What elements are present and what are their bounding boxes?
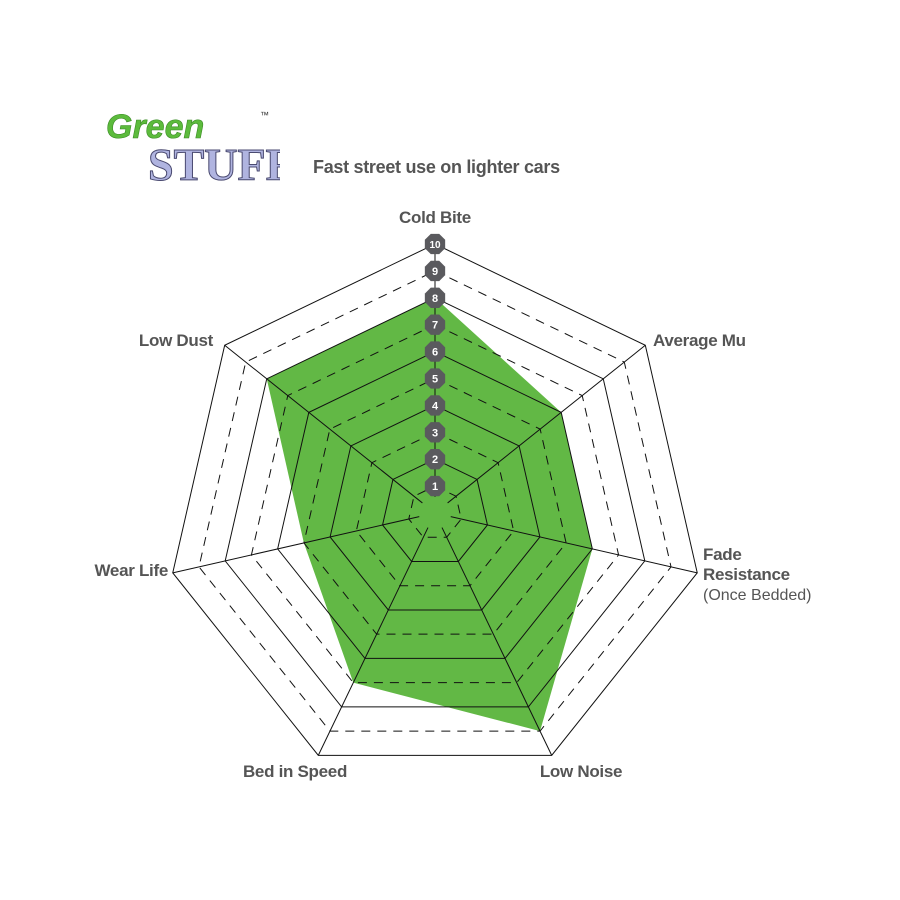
grid-ring-5 xyxy=(303,377,567,635)
axis-label: Fade xyxy=(703,545,741,564)
svg-text:™: ™ xyxy=(260,110,269,120)
tick-label: 9 xyxy=(432,266,438,278)
grid-ring-10 xyxy=(172,243,698,756)
tick-marker xyxy=(424,475,446,497)
grid-ring-4 xyxy=(329,404,541,611)
axis-spoke xyxy=(317,527,429,756)
svg-text:STUFF: STUFF xyxy=(148,139,280,190)
tick-marker xyxy=(424,233,446,255)
tick-label: 1 xyxy=(432,481,438,493)
tick-marker xyxy=(424,449,446,470)
axis-label: Bed in Speed xyxy=(243,762,347,781)
grid-ring-3 xyxy=(355,431,515,587)
axis-label: Average Mu xyxy=(653,331,746,350)
tick-marker xyxy=(424,287,446,308)
tick-label: 6 xyxy=(432,347,438,359)
greenstuff-logo: Green ™ STUFF xyxy=(100,100,294,191)
data-area xyxy=(266,297,593,732)
grid-ring-9 xyxy=(198,270,672,732)
axis-sublabel: (Once Bedded) xyxy=(703,587,812,604)
grid-ring-8 xyxy=(224,297,646,708)
tick-marker xyxy=(424,260,446,282)
tick-label: 4 xyxy=(432,400,439,412)
tick-label: 2 xyxy=(432,454,438,466)
axis-label: Low Dust xyxy=(139,331,214,350)
axis-label: Cold Bite xyxy=(399,208,471,227)
tick-marker xyxy=(424,341,446,362)
axis-label: Resistance xyxy=(703,565,790,584)
axis-spoke xyxy=(224,344,423,504)
chart-title: Fast street use on lighter cars xyxy=(313,157,560,177)
grid-ring-2 xyxy=(382,458,488,562)
tick-label: 8 xyxy=(432,293,438,305)
axis-spoke xyxy=(441,527,553,756)
tick-marker xyxy=(424,422,446,443)
svg-text:Green: Green xyxy=(106,108,204,146)
grid-ring-1 xyxy=(408,485,462,538)
tick-marker xyxy=(424,314,446,335)
tick-label: 10 xyxy=(429,240,441,251)
tick-label: 7 xyxy=(432,320,438,332)
axis-spoke xyxy=(447,344,646,504)
tick-label: 5 xyxy=(432,374,438,386)
grid-ring-6 xyxy=(277,351,593,659)
axis-label: Wear Life xyxy=(94,561,168,580)
axis-label: Low Noise xyxy=(540,762,622,781)
tick-marker xyxy=(424,368,446,389)
tick-label: 3 xyxy=(432,427,438,439)
axis-spoke xyxy=(172,516,420,574)
axis-spoke xyxy=(450,516,698,574)
tick-marker xyxy=(424,395,446,416)
